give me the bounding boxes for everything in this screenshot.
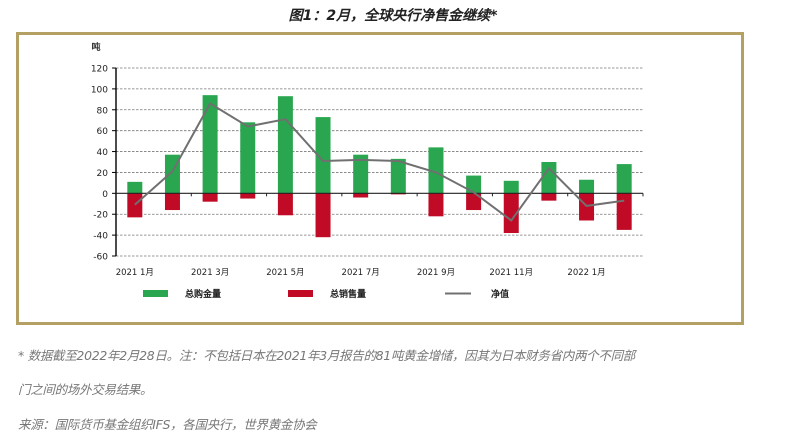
sale-bar (277, 193, 293, 216)
gridlines (112, 67, 643, 257)
sale-bar (428, 193, 444, 217)
x-tick-label: 2021 5月 (266, 268, 304, 278)
x-tick-labels: 2021 1月 2021 3月 2021 5月 2021 7月 2021 9月 2021 … (116, 268, 606, 278)
purchase-bar (466, 175, 482, 194)
legend-swatch (143, 290, 168, 297)
sale-bar (616, 193, 632, 230)
x-tick-label: 2021 3月 (191, 268, 229, 278)
sale-bar (164, 193, 180, 211)
legend-label: 净值 (491, 288, 509, 300)
legend-label: 总购金量 (185, 288, 221, 300)
y-tick-label: 40 (97, 148, 109, 158)
purchase-bar (541, 162, 557, 194)
legend-swatch (288, 290, 313, 297)
net-value-line (134, 102, 625, 222)
y-tick-label: 120 (91, 65, 108, 75)
x-tick-label: 2021 1月 (116, 268, 154, 278)
purchase-bar (390, 158, 406, 194)
y-tick-labels: 120 100 80 60 40 20 0 -20 -40 -60 (91, 65, 108, 263)
legend-label: 总销售量 (330, 288, 366, 300)
sale-bar (353, 193, 369, 198)
purchase-bar (127, 181, 143, 194)
purchase-bar (315, 117, 331, 194)
y-tick-label: 0 (102, 190, 108, 200)
footnote-line1: * 数据截至2022年2月28日。注：不包括日本在2021年3月报告的81吨黄金… (18, 348, 635, 363)
purchase-bar (353, 154, 369, 194)
footnote-line2: 门之间的场外交易结果。 (18, 382, 153, 397)
sale-bar (541, 193, 557, 201)
y-tick-label: 100 (91, 85, 108, 95)
purchase-bar (240, 122, 256, 194)
purchase-bar (277, 96, 293, 194)
y-tick-label: 80 (97, 106, 109, 116)
y-axis-label: 吨 (91, 41, 100, 53)
x-tick-label: 2022 1月 (567, 268, 605, 278)
sale-bar (466, 193, 482, 211)
purchase-bar (616, 164, 632, 194)
axes (115, 68, 644, 256)
y-tick-label: 20 (97, 169, 109, 179)
sale-bar (503, 193, 519, 234)
chart-title: 图1：2月，全球央行净售金继续* (288, 8, 498, 24)
sale-bar (240, 193, 256, 199)
purchase-bar (503, 180, 519, 194)
sale-bar (127, 193, 143, 218)
x-tick-label: 2021 11月 (489, 268, 533, 278)
sale-bar (202, 193, 218, 202)
y-tick-label: -40 (93, 232, 108, 242)
sale-bar (315, 193, 331, 238)
purchase-bar (428, 147, 444, 194)
x-tick-label: 2021 7月 (342, 268, 380, 278)
legend: 总购金量 总销售量 净值 (143, 288, 509, 300)
bar-line-chart: 吨 120 100 80 60 40 20 0 -20 -40 -60 2021 1月 2021 3… (91, 41, 644, 300)
x-tick-label: 2021 9月 (417, 268, 455, 278)
sale-bar (579, 193, 595, 221)
purchase-bar (579, 179, 595, 194)
y-tick-label: 60 (97, 127, 109, 137)
y-tick-label: -60 (93, 253, 108, 263)
net-line (134, 102, 625, 222)
purchase-bar (202, 95, 218, 194)
y-tick-label: -20 (93, 211, 108, 221)
source-note: 来源：国际货币基金组织IFS，各国央行，世界黄金协会 (18, 417, 317, 432)
